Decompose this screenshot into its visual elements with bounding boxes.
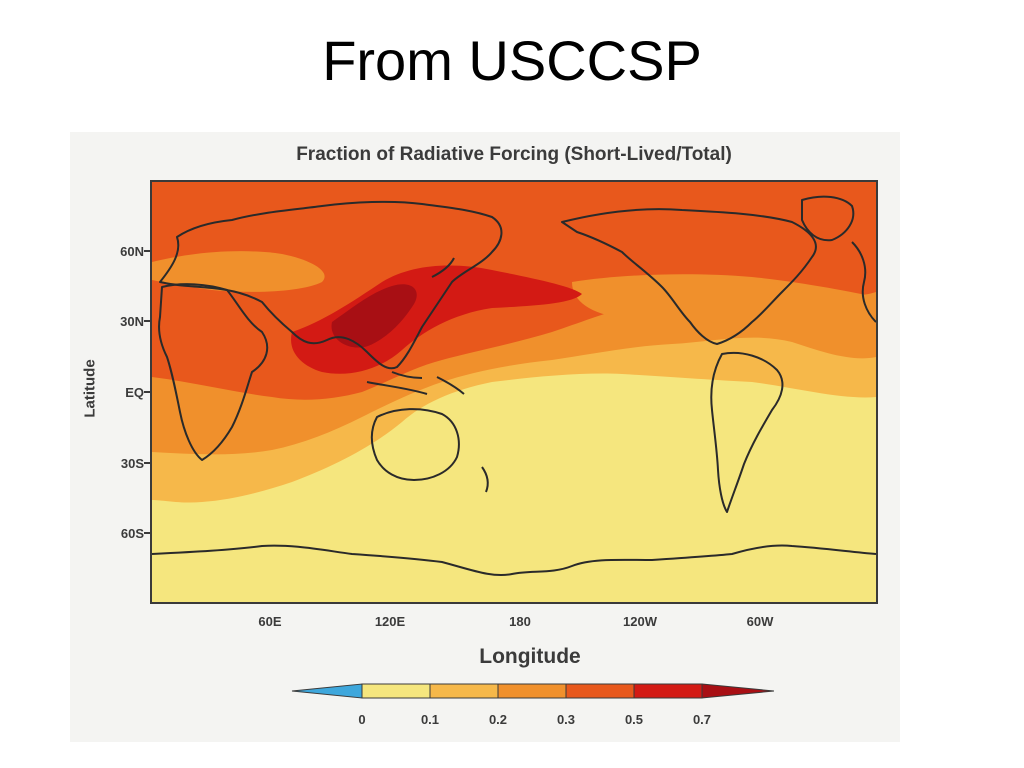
colorbar-segment [429, 683, 499, 699]
colorbar-segment [633, 683, 703, 699]
lat-tick-60n: 60N [120, 244, 144, 259]
colorbar-segment [565, 683, 635, 699]
new-zealand-coastline [481, 466, 489, 493]
lon-tick-60e: 60E [258, 614, 282, 629]
lat-tick-30n: 30N [120, 314, 144, 329]
band-0.2-0.3-tongue [152, 251, 325, 292]
colorbar-segment [497, 683, 567, 699]
north-america-coastline [561, 208, 817, 345]
australia-coastline [370, 408, 460, 481]
x-axis-label: Longitude [479, 645, 581, 668]
colorbar-segment [361, 683, 431, 699]
south-america-coastline [710, 351, 784, 513]
colorbar-over-arrow [701, 683, 774, 699]
colorbar-label: 0.5 [624, 712, 644, 727]
colorbar-label: 0.3 [556, 712, 576, 727]
colorbar-under-arrow [291, 683, 363, 699]
colorbar-label: 0.2 [488, 712, 508, 727]
colorbar-label: 0.7 [692, 712, 712, 727]
antarctica-coastline [152, 544, 876, 577]
slide-title: From USCCSP [322, 29, 702, 92]
lon-tick-180: 180 [509, 614, 531, 629]
lon-tick-120w: 120W [623, 614, 657, 629]
band-above-0.7 [331, 284, 417, 348]
forcing-fraction-map [152, 182, 876, 602]
lat-tick-marks [144, 250, 152, 534]
lat-tick-60s: 60S [120, 526, 144, 541]
japan-coastline [431, 257, 455, 278]
lon-tick-60w: 60W [746, 614, 774, 629]
europe-wrap-coastline [851, 241, 876, 323]
greenland-coastline [801, 195, 855, 242]
lat-tick-30s: 30S [120, 456, 144, 471]
colorbar-label: 0.1 [420, 712, 440, 727]
colorbar-label: 0 [358, 712, 366, 727]
map-panel [150, 180, 878, 604]
lon-tick-120e: 120E [374, 614, 406, 629]
coastlines [152, 195, 876, 577]
indonesia-coastline [366, 371, 465, 395]
y-axis-label: Latitude [81, 359, 99, 418]
lat-tick-eq: EQ [125, 385, 144, 400]
map-title: Fraction of Radiative Forcing (Short-Liv… [296, 144, 732, 165]
eurasia-coastline [159, 200, 503, 370]
colorbar [291, 683, 774, 699]
band-0.2-0.3-pacific [572, 274, 876, 332]
africa-coastline [158, 283, 269, 461]
